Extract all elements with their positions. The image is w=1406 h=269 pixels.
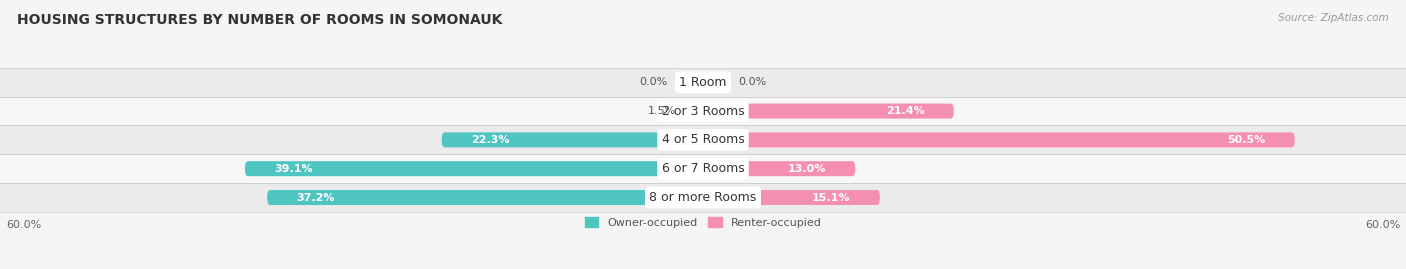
Bar [0,183,1406,212]
FancyBboxPatch shape [267,190,703,205]
Text: 60.0%: 60.0% [6,220,41,230]
Text: 37.2%: 37.2% [297,193,335,203]
Text: 1 Room: 1 Room [679,76,727,89]
Text: 2 or 3 Rooms: 2 or 3 Rooms [662,105,744,118]
Text: 6 or 7 Rooms: 6 or 7 Rooms [662,162,744,175]
Text: 21.4%: 21.4% [886,106,925,116]
FancyBboxPatch shape [703,161,855,176]
Text: Source: ZipAtlas.com: Source: ZipAtlas.com [1278,13,1389,23]
FancyBboxPatch shape [703,132,1295,147]
Text: 60.0%: 60.0% [1365,220,1400,230]
Bar [0,125,1406,154]
Bar [0,97,1406,125]
FancyBboxPatch shape [441,132,703,147]
Bar [0,154,1406,183]
Text: 4 or 5 Rooms: 4 or 5 Rooms [662,133,744,146]
Text: 50.5%: 50.5% [1227,135,1265,145]
Text: HOUSING STRUCTURES BY NUMBER OF ROOMS IN SOMONAUK: HOUSING STRUCTURES BY NUMBER OF ROOMS IN… [17,13,502,27]
FancyBboxPatch shape [703,190,880,205]
Text: 0.0%: 0.0% [738,77,766,87]
Legend: Owner-occupied, Renter-occupied: Owner-occupied, Renter-occupied [585,218,821,228]
FancyBboxPatch shape [686,104,703,119]
Text: 0.0%: 0.0% [640,77,668,87]
Text: 8 or more Rooms: 8 or more Rooms [650,191,756,204]
Text: 39.1%: 39.1% [274,164,312,174]
FancyBboxPatch shape [703,104,953,119]
FancyBboxPatch shape [245,161,703,176]
Text: 13.0%: 13.0% [787,164,827,174]
Text: 22.3%: 22.3% [471,135,509,145]
Bar [0,68,1406,97]
Text: 15.1%: 15.1% [813,193,851,203]
Text: 1.5%: 1.5% [648,106,676,116]
